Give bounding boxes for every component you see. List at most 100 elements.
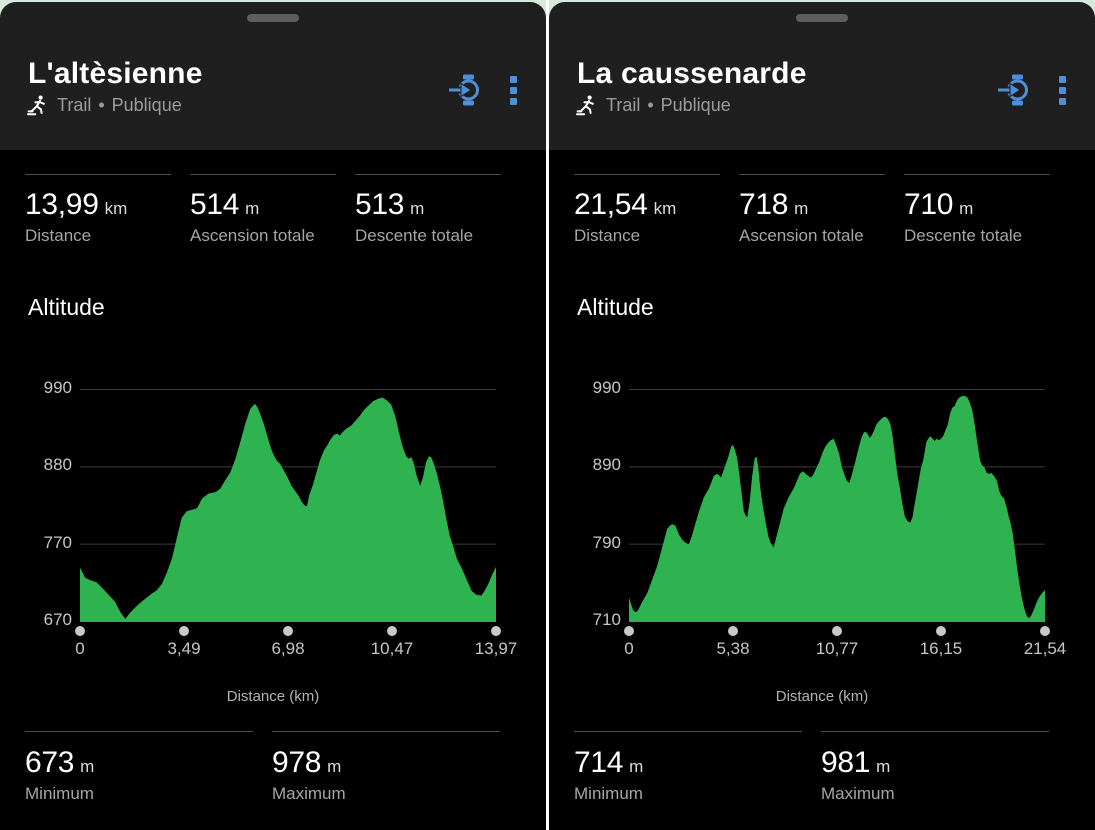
x-axis-tick-dot [936, 626, 946, 636]
x-axis-tick-label: 5,38 [716, 639, 750, 658]
kebab-menu-icon [509, 75, 518, 106]
stat-label: Descente totale [904, 226, 1023, 245]
course-subtitle: Trail • Publique [26, 94, 182, 116]
y-axis-tick-label: 890 [592, 455, 621, 475]
x-axis-tick-dot [283, 626, 293, 636]
stat-value: 513 [355, 188, 405, 221]
runner-icon [575, 94, 597, 116]
x-axis-tick-dot [1040, 626, 1050, 636]
stat-label: Minimum [25, 784, 94, 803]
course-card-right: La caussenarde Trail • Pu [549, 0, 1095, 830]
stat-unit: m [245, 199, 260, 218]
elevation-plot [80, 389, 496, 622]
elevation-area [629, 396, 1045, 622]
x-axis-title: Distance (km) [226, 688, 320, 705]
course-card-left: L'altèsienne Trail • Publ [0, 0, 546, 830]
stat-value: 673 [25, 746, 75, 779]
stat-total-ascent: 514 m Ascension totale [190, 174, 336, 246]
send-to-device-button[interactable] [996, 72, 1032, 108]
stat-unit: m [876, 757, 891, 776]
stat-unit: m [80, 757, 95, 776]
x-axis-tick-label: 10,77 [815, 639, 859, 658]
y-axis-tick-label: 790 [592, 532, 621, 552]
stat-value: 13,99 [25, 188, 99, 221]
x-axis-tick-label: 16,15 [919, 639, 963, 658]
kebab-menu-icon [1058, 75, 1067, 106]
y-axis-tick-label: 990 [43, 378, 72, 397]
stat-value: 710 [904, 188, 954, 221]
x-axis-tick-dot [832, 626, 842, 636]
x-axis-tick-dot [387, 626, 397, 636]
sheet-drag-handle[interactable] [247, 14, 299, 22]
stat-label: Descente totale [355, 226, 474, 245]
stat-total-descent: 710 m Descente totale [904, 174, 1050, 246]
course-sheet-header: L'altèsienne Trail • Publ [0, 2, 546, 150]
x-axis-tick-dot [75, 626, 85, 636]
stat-unit: m [629, 757, 644, 776]
stat-value: 714 [574, 746, 624, 779]
stat-label: Maximum [821, 784, 895, 803]
minmax-stats-row: 673 m Minimum 978 m Maximum [25, 731, 501, 804]
stat-maximum: 981 m Maximum [821, 731, 1049, 804]
course-title: La caussenarde [577, 57, 807, 90]
subtitle-separator: • [647, 94, 654, 115]
runner-icon [26, 94, 48, 116]
stat-distance: 13,99 km Distance [25, 174, 171, 246]
more-options-button[interactable] [1058, 75, 1067, 106]
activity-type-label: Trail [606, 94, 641, 115]
stat-total-descent: 513 m Descente totale [355, 174, 501, 246]
watch-arrow-icon [447, 72, 483, 108]
x-axis-tick-label: 0 [624, 639, 634, 658]
stat-unit: m [410, 199, 425, 218]
y-axis-tick-label: 990 [592, 378, 621, 397]
visibility-label: Publique [660, 94, 731, 115]
course-subtitle: Trail • Publique [575, 94, 731, 116]
stat-value: 514 [190, 188, 240, 221]
header-actions [447, 72, 518, 108]
stat-unit: m [794, 199, 809, 218]
x-axis-tick-dot [491, 626, 501, 636]
x-axis-tick-label: 10,47 [370, 639, 414, 658]
chart-title: Altitude [577, 294, 654, 320]
summary-stats-row: 21,54 km Distance 718 m Ascension totale 7… [574, 174, 1050, 246]
stat-total-ascent: 718 m Ascension totale [739, 174, 885, 246]
y-axis-tick-label: 710 [592, 610, 621, 629]
elevation-area [80, 397, 496, 622]
send-to-device-button[interactable] [447, 72, 483, 108]
stat-unit: m [327, 757, 342, 776]
stat-value: 718 [739, 188, 789, 221]
stat-label: Minimum [574, 784, 643, 803]
stat-value: 981 [821, 746, 871, 779]
x-axis-title: Distance (km) [775, 688, 869, 705]
stat-label: Maximum [272, 784, 346, 803]
elevation-plot [629, 389, 1045, 622]
x-axis-tick-label: 13,97 [474, 639, 518, 658]
subtitle-separator: • [98, 94, 105, 115]
x-axis-tick-label: 21,54 [1023, 639, 1067, 658]
stat-minimum: 673 m Minimum [25, 731, 253, 804]
sheet-drag-handle[interactable] [796, 14, 848, 22]
x-axis-tick-label: 3,49 [167, 639, 201, 658]
y-axis-tick-label: 770 [43, 532, 72, 552]
stat-distance: 21,54 km Distance [574, 174, 720, 246]
stat-label: Ascension totale [739, 226, 864, 245]
header-actions [996, 72, 1067, 108]
watch-arrow-icon [996, 72, 1032, 108]
summary-stats-row: 13,99 km Distance 514 m Ascension totale 5… [25, 174, 501, 246]
x-axis-tick-label: 0 [75, 639, 85, 658]
stat-minimum: 714 m Minimum [574, 731, 802, 804]
visibility-label: Publique [111, 94, 182, 115]
more-options-button[interactable] [509, 75, 518, 106]
stat-label: Ascension totale [190, 226, 315, 245]
stat-label: Distance [25, 226, 92, 245]
stat-label: Distance [574, 226, 641, 245]
stat-unit: km [653, 199, 677, 218]
course-title: L'altèsienne [28, 57, 203, 90]
course-sheet-header: La caussenarde Trail • Pu [549, 2, 1095, 150]
stat-unit: m [959, 199, 974, 218]
stat-unit: km [104, 199, 128, 218]
y-axis-tick-label: 880 [43, 455, 72, 475]
x-axis-tick-label: 6,98 [271, 639, 305, 658]
stat-value: 978 [272, 746, 322, 779]
